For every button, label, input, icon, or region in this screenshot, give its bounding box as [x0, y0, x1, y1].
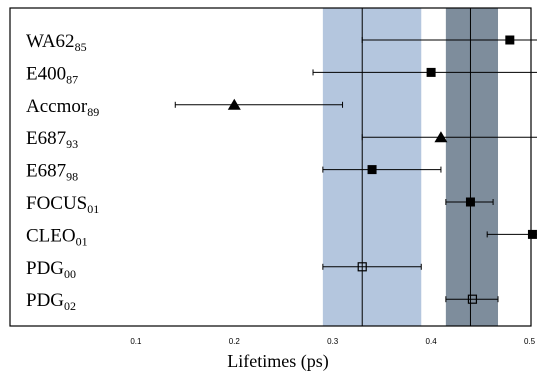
data-point-square [505, 35, 515, 45]
data-point-triangle [227, 98, 241, 110]
measurement-subscript: 98 [66, 170, 78, 184]
measurement-label: CLEO01 [26, 225, 88, 248]
band-1 [445, 8, 499, 326]
measurement-label: E68798 [26, 161, 78, 184]
data-markers [227, 35, 537, 304]
data-point-square [367, 165, 377, 175]
data-point-triangle [434, 131, 448, 143]
data-point-open-square [467, 294, 478, 304]
data-point-open-square [357, 262, 367, 272]
measurement-label: PDG02 [26, 290, 76, 313]
measurement-name: WA62 [26, 31, 75, 52]
measurement-name: FOCUS [26, 193, 87, 214]
measurement-subscript: 01 [76, 234, 88, 248]
x-axis-ticks: 0.10.20.30.40.50.60.7 [130, 337, 536, 346]
measurement-subscript: 00 [64, 267, 76, 281]
average-bands [322, 8, 499, 326]
measurement-label: FOCUS01 [26, 193, 99, 216]
measurement-label: WA6285 [26, 31, 87, 54]
error-bars [174, 37, 537, 303]
measurement-name: PDG [26, 258, 64, 279]
measurement-subscript: 93 [66, 137, 78, 151]
measurement-name: E687 [26, 161, 66, 182]
measurement-label: Accmor89 [26, 96, 99, 119]
measurement-name: PDG [26, 290, 64, 311]
measurement-label: E40087 [26, 63, 78, 86]
measurement-label: E68793 [26, 128, 78, 151]
measurement-name: Accmor [26, 96, 88, 117]
x-tick-label: 0.3 [327, 337, 339, 346]
data-point-square [527, 229, 537, 239]
plot-frame [9, 7, 532, 327]
measurement-labels: WA6285E40087Accmor89E68793E68798FOCUS01C… [26, 31, 99, 313]
measurement-subscript: 87 [66, 72, 78, 86]
x-axis-label: Lifetimes (ps) [227, 351, 328, 372]
measurement-name: CLEO [26, 225, 76, 246]
measurement-name: E687 [26, 128, 66, 149]
measurement-subscript: 85 [75, 40, 87, 54]
x-tick-label: 0.5 [524, 337, 536, 346]
measurement-label: PDG00 [26, 258, 76, 281]
x-tick-label: 0.2 [229, 337, 241, 346]
measurement-subscript: 02 [64, 299, 76, 313]
measurement-subscript: 89 [87, 105, 99, 119]
measurement-name: E400 [26, 63, 66, 84]
data-point-square [465, 197, 475, 207]
data-point-square [426, 67, 436, 77]
x-tick-label: 0.1 [130, 337, 142, 346]
x-tick-label: 0.4 [426, 337, 438, 346]
measurement-subscript: 01 [87, 202, 99, 216]
